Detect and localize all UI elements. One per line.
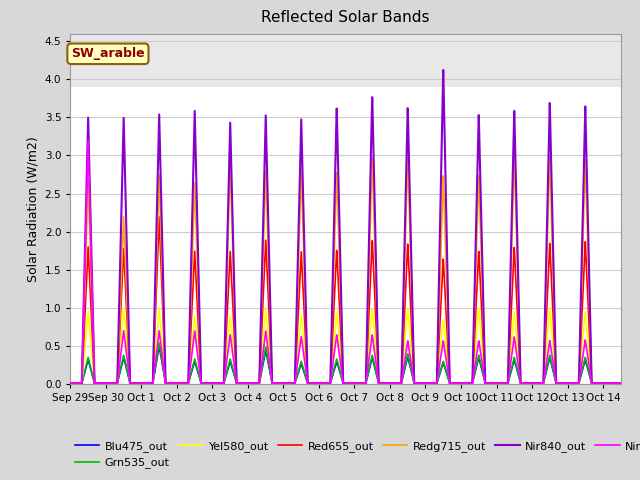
- Grn535_out: [406, 362, 414, 368]
- Line: Red655_out: Red655_out: [70, 217, 639, 383]
- Line: Yel580_out: Yel580_out: [70, 308, 639, 383]
- Redg715_out: [406, 234, 414, 240]
- Blu475_out: [553, 380, 561, 386]
- Grn535_out: [635, 380, 640, 386]
- Redg715_out: [538, 380, 546, 386]
- Nir945_out: [184, 380, 192, 386]
- Nir840_out: [635, 380, 640, 386]
- Bar: [70, 34, 621, 384]
- Grn535_out: [67, 380, 74, 386]
- Redg715_out: [546, 153, 554, 159]
- Redg715_out: [376, 380, 383, 386]
- Nir840_out: [440, 67, 447, 73]
- Grn535_out: [376, 380, 383, 386]
- Redg715_out: [67, 380, 74, 386]
- Nir945_out: [84, 137, 92, 143]
- Red655_out: [538, 380, 546, 386]
- Yel580_out: [406, 334, 414, 339]
- Yel580_out: [538, 380, 546, 386]
- Nir945_out: [635, 380, 640, 386]
- Grn535_out: [511, 355, 518, 361]
- Blu475_out: [406, 364, 414, 370]
- Nir840_out: [184, 380, 192, 386]
- Yel580_out: [511, 311, 518, 317]
- Line: Redg715_out: Redg715_out: [70, 156, 639, 383]
- Blu475_out: [635, 380, 640, 386]
- Yel580_out: [553, 380, 561, 386]
- Line: Nir840_out: Nir840_out: [70, 70, 639, 383]
- Yel580_out: [376, 380, 383, 386]
- Red655_out: [156, 214, 163, 220]
- Nir840_out: [67, 380, 74, 386]
- Red655_out: [376, 380, 383, 386]
- Redg715_out: [511, 156, 518, 162]
- Red655_out: [511, 249, 518, 254]
- Nir840_out: [406, 203, 414, 208]
- Yel580_out: [184, 380, 192, 386]
- Blu475_out: [184, 380, 192, 386]
- Yel580_out: [67, 380, 74, 386]
- Line: Grn535_out: Grn535_out: [70, 343, 639, 383]
- Red655_out: [635, 380, 640, 386]
- Grn535_out: [538, 380, 546, 386]
- Redg715_out: [184, 380, 192, 386]
- Grn535_out: [553, 380, 561, 386]
- Nir945_out: [511, 336, 518, 341]
- Nir945_out: [406, 354, 414, 360]
- Text: SW_arable: SW_arable: [71, 48, 145, 60]
- Yel580_out: [635, 380, 640, 386]
- Nir840_out: [538, 380, 546, 386]
- Blu475_out: [538, 380, 546, 386]
- Nir945_out: [67, 380, 74, 386]
- Blu475_out: [156, 343, 163, 349]
- Nir840_out: [376, 380, 383, 386]
- Blu475_out: [376, 380, 383, 386]
- Title: Reflected Solar Bands: Reflected Solar Bands: [261, 11, 430, 25]
- Blu475_out: [67, 380, 74, 386]
- Red655_out: [184, 380, 192, 386]
- Nir945_out: [376, 380, 383, 386]
- Line: Blu475_out: Blu475_out: [70, 346, 639, 383]
- Legend: Blu475_out, Grn535_out, Yel580_out, Red655_out, Redg715_out, Nir840_out, Nir945_: Blu475_out, Grn535_out, Yel580_out, Red6…: [70, 437, 640, 473]
- Red655_out: [406, 293, 414, 299]
- Line: Nir945_out: Nir945_out: [70, 140, 639, 383]
- Bar: [70, 34, 621, 87]
- Grn535_out: [156, 340, 163, 346]
- Redg715_out: [553, 380, 561, 386]
- Nir840_out: [511, 116, 518, 122]
- Grn535_out: [184, 380, 192, 386]
- Nir945_out: [553, 380, 561, 386]
- Redg715_out: [635, 380, 640, 386]
- Red655_out: [67, 380, 74, 386]
- Nir945_out: [538, 380, 546, 386]
- Yel580_out: [120, 305, 127, 311]
- Blu475_out: [511, 358, 518, 363]
- Red655_out: [553, 380, 561, 386]
- Y-axis label: Solar Radiation (W/m2): Solar Radiation (W/m2): [26, 136, 39, 282]
- Nir840_out: [553, 380, 561, 386]
